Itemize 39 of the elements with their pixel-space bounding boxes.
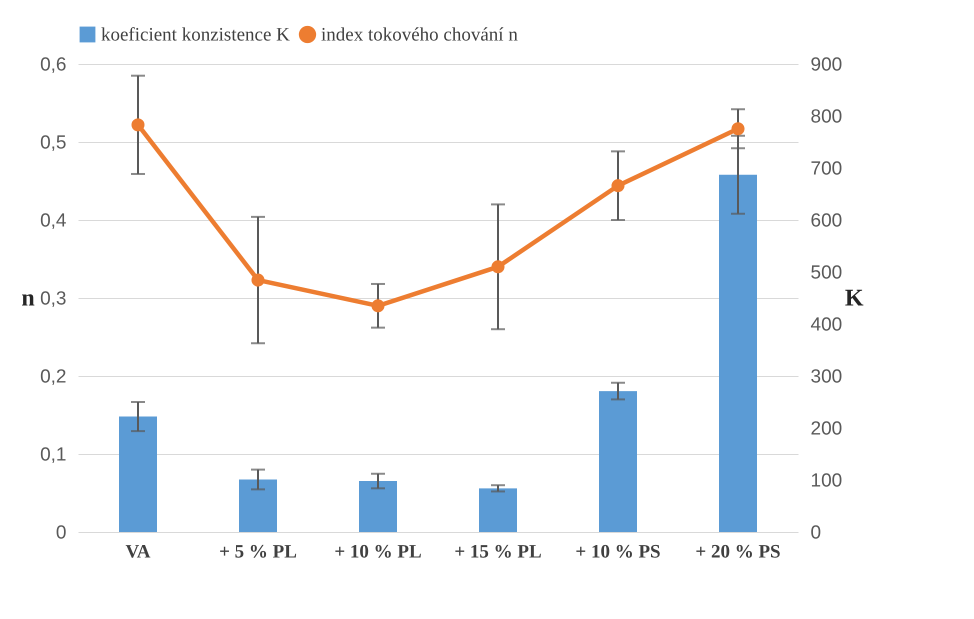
- x-tick-label: + 15 % PL: [454, 542, 542, 562]
- x-tick-label: + 20 % PS: [695, 542, 781, 562]
- y-tick-label: 0,5: [40, 132, 66, 154]
- x-tick-label: + 10 % PL: [334, 542, 422, 562]
- bar: [479, 488, 517, 532]
- y-tick-label: 0: [56, 522, 66, 544]
- y2-tick-label: 600: [810, 210, 842, 232]
- bar: [359, 481, 397, 532]
- bar: [119, 416, 157, 532]
- y2-tick-label: 400: [810, 314, 842, 336]
- y2-tick-label: 500: [810, 262, 842, 284]
- y2-tick-label: 800: [810, 106, 842, 128]
- y-tick-label: 0,2: [40, 366, 66, 388]
- y2-tick-label: 700: [810, 158, 842, 180]
- bar: [239, 479, 277, 532]
- y2-tick-label: 200: [810, 418, 842, 440]
- legend-label: koeficient konzistence K: [101, 24, 290, 46]
- point: [251, 274, 265, 287]
- point: [731, 122, 745, 136]
- x-tick-label: + 5 % PL: [219, 542, 297, 562]
- y-tick-label: 0,3: [40, 288, 66, 310]
- point: [371, 299, 385, 312]
- bar: [599, 391, 637, 532]
- x-tick-label: + 10 % PS: [575, 542, 661, 562]
- point: [131, 118, 145, 132]
- y2-tick-label: 100: [810, 470, 842, 492]
- x-tick-label: VA: [126, 542, 151, 562]
- bar: [719, 174, 757, 532]
- y-tick-label: 0,1: [40, 444, 66, 466]
- point: [491, 260, 505, 274]
- y2-tick-label: 300: [810, 366, 842, 388]
- y-axis-title: n: [21, 286, 35, 312]
- point: [611, 179, 625, 192]
- y2-tick-label: 0: [810, 522, 822, 544]
- legend-label: index tokového chování n: [321, 24, 518, 46]
- y2-tick-label: 900: [810, 54, 842, 76]
- y-tick-label: 0,4: [40, 210, 67, 232]
- y-tick-label: 0,6: [40, 54, 66, 76]
- y2-axis-title: K: [844, 286, 864, 312]
